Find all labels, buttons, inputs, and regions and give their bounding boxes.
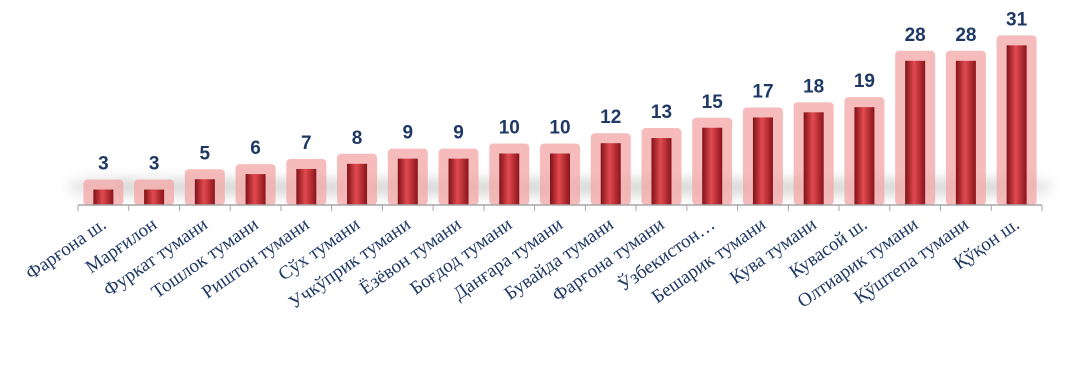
bar [93,189,114,205]
value-label: 7 [301,133,312,154]
bar [854,107,875,205]
value-label: 3 [149,154,160,175]
bar [905,60,926,205]
bar [803,112,824,205]
value-label: 9 [403,123,414,144]
bar [499,153,520,205]
value-labels: 3 3 5 6 7 8 9 9 10 10 12 13 15 17 18 19 28 28 31 [98,9,1028,174]
bars [93,45,1027,205]
value-label: 9 [453,123,464,144]
bar [752,117,773,205]
bar [600,143,621,205]
bar [448,158,469,205]
value-label: 10 [499,118,520,139]
value-label: 19 [854,71,875,92]
bar [550,153,570,205]
bar [1006,45,1027,205]
value-label: 12 [600,107,621,128]
bar [296,168,317,205]
value-label: 6 [250,138,261,159]
bar [194,179,215,205]
bar [702,127,723,205]
value-label: 13 [651,102,672,123]
bar [347,163,368,205]
value-label: 28 [955,25,976,46]
bar [397,158,418,205]
value-label: 3 [98,154,109,175]
bar [955,60,976,205]
value-label: 8 [352,128,363,149]
bar [651,138,672,205]
value-label: 5 [200,143,211,164]
value-label: 18 [803,76,824,97]
x-axis-ticks [77,205,1043,211]
value-label: 15 [702,92,724,113]
value-label: 17 [752,81,773,102]
bar [245,174,266,205]
bar [144,189,165,205]
value-label: 10 [549,118,570,139]
value-label: 28 [905,25,926,46]
value-label: 31 [1006,9,1028,30]
